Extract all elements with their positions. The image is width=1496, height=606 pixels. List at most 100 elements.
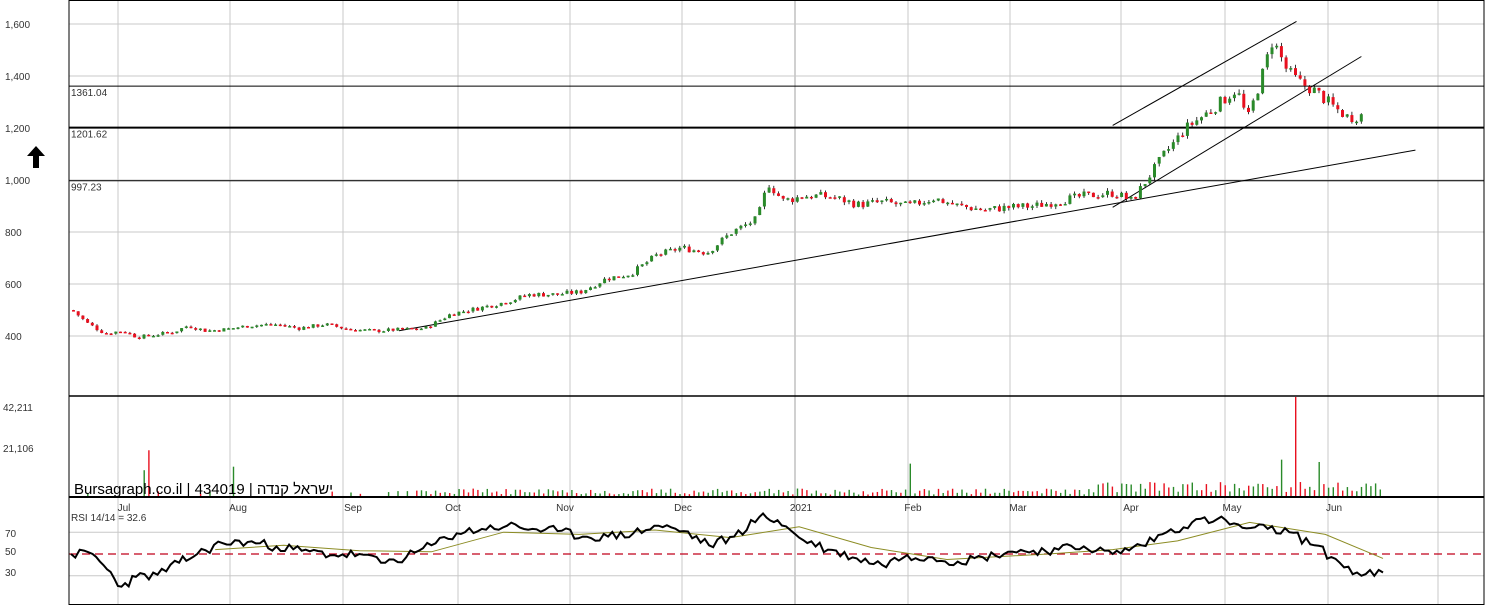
candle	[1237, 89, 1241, 96]
candle	[861, 200, 865, 210]
volume-bar	[1248, 485, 1250, 496]
candle	[485, 304, 489, 308]
candle	[86, 318, 90, 324]
volume-bar	[904, 489, 907, 496]
volume-bar	[1238, 488, 1240, 496]
volume-bar	[547, 489, 550, 496]
volume-bar	[1266, 487, 1269, 496]
candle	[1350, 111, 1354, 124]
candle	[1171, 139, 1175, 152]
volume-bar	[434, 490, 437, 496]
rsi-line	[70, 512, 1384, 589]
volume-bar	[923, 489, 926, 496]
volume-bar	[1276, 486, 1278, 496]
volume-bar	[787, 490, 789, 496]
volume-bar	[1041, 493, 1043, 496]
volume-bar	[519, 489, 521, 496]
candle	[1209, 109, 1213, 115]
candle	[875, 197, 879, 204]
candle	[894, 201, 898, 207]
candle	[626, 275, 630, 278]
watermark: Bursagraph.co.il | 434019 | ישראל קנדה	[74, 481, 333, 498]
volume-bar	[716, 488, 719, 496]
candle	[1167, 146, 1171, 154]
volume-bar	[721, 492, 723, 496]
candle	[551, 293, 555, 296]
x-tick-label: Apr	[1123, 503, 1139, 514]
candle	[509, 302, 513, 305]
volume-bar	[514, 489, 517, 496]
candle	[415, 327, 419, 331]
candle	[1091, 192, 1095, 198]
candle	[631, 273, 635, 278]
candle	[584, 289, 588, 294]
candle	[922, 200, 926, 206]
candle	[612, 276, 616, 281]
candle	[424, 326, 428, 329]
volume-bar	[1017, 490, 1020, 496]
candle	[1265, 52, 1269, 70]
candle	[762, 190, 766, 210]
trendline	[1112, 20, 1297, 126]
volume-bar	[463, 489, 465, 496]
volume-panel	[87, 397, 1381, 496]
volume-bar	[1252, 486, 1255, 496]
volume-bar	[1205, 484, 1208, 496]
candle	[213, 329, 216, 332]
x-tick-label: 2021	[790, 503, 813, 514]
candle	[288, 325, 292, 328]
candle	[706, 251, 710, 255]
candle	[76, 311, 80, 317]
volume-bar	[1088, 489, 1090, 496]
candle	[1326, 93, 1330, 106]
volume-bar	[1102, 483, 1104, 496]
volume-bar	[1304, 488, 1306, 496]
candle	[969, 206, 973, 212]
volume-bar	[778, 489, 780, 496]
x-tick-label: Nov	[556, 503, 574, 514]
candle	[382, 330, 386, 333]
volume-bar	[538, 489, 540, 496]
candle	[1073, 191, 1077, 198]
volume-bar	[1036, 491, 1038, 496]
candle	[245, 325, 249, 328]
candle	[1157, 156, 1161, 167]
candle	[1096, 194, 1100, 200]
volume-bar	[1111, 486, 1114, 496]
candle	[683, 244, 686, 249]
candle	[903, 201, 907, 203]
rsi-panel	[69, 512, 1484, 589]
level-label: 1201.62	[71, 130, 108, 141]
volume-bar	[1168, 487, 1170, 496]
y-tick-label: 800	[5, 228, 22, 239]
volume-bar	[1182, 484, 1184, 496]
candle	[805, 194, 809, 199]
arrow-up-icon	[27, 146, 45, 168]
volume-bar	[782, 492, 785, 496]
volume-bar	[933, 494, 935, 496]
candle	[946, 201, 950, 206]
candle	[936, 198, 940, 202]
rsi-tick-label: 70	[5, 529, 17, 540]
volume-bar	[768, 488, 770, 496]
candle	[448, 313, 451, 319]
candle	[819, 189, 823, 195]
x-tick-label: Aug	[229, 503, 247, 514]
candle	[1026, 202, 1030, 211]
candle	[889, 197, 893, 203]
volume-bar	[961, 489, 963, 496]
candle	[405, 327, 409, 330]
volume-bar	[900, 492, 902, 496]
candle	[377, 329, 381, 334]
volume-bar	[792, 494, 794, 496]
candle	[1007, 205, 1011, 211]
candle	[452, 313, 456, 316]
candle	[391, 328, 395, 332]
candle	[386, 327, 390, 332]
volume-bar	[1337, 482, 1339, 496]
candle	[814, 194, 818, 199]
volume-bar	[359, 493, 362, 496]
volume-bar	[698, 492, 700, 496]
candle	[255, 324, 259, 328]
